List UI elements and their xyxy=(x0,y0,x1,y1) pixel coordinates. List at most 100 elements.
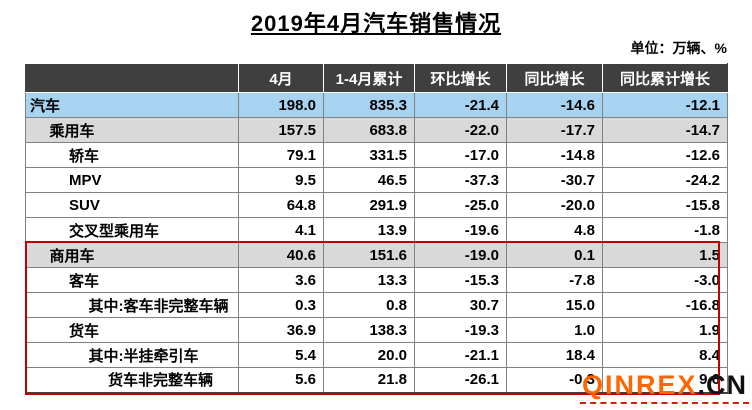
cell-value: -19.0 xyxy=(414,242,507,268)
cell-value: 1.9 xyxy=(602,317,728,343)
cell-value: -17.7 xyxy=(506,117,603,143)
cell-value: -12.1 xyxy=(602,92,728,118)
cell-value: 8.4 xyxy=(602,342,728,368)
cell-value: 36.9 xyxy=(238,317,324,343)
column-header xyxy=(25,63,239,93)
cell-value: 835.3 xyxy=(323,92,415,118)
cell-value: -14.6 xyxy=(506,92,603,118)
table-row: 客车 3.6 13.3 -15.3 -7.8 -3.0 xyxy=(25,267,728,293)
table-row: MPV 9.5 46.5 -37.3 -30.7 -24.2 xyxy=(25,167,728,193)
row-label: SUV xyxy=(25,192,239,218)
cell-value: 138.3 xyxy=(323,317,415,343)
cell-value: -15.3 xyxy=(414,267,507,293)
watermark-main: QINREX xyxy=(581,370,698,400)
row-label: 客车 xyxy=(25,267,239,293)
cell-value: 20.0 xyxy=(323,342,415,368)
cell-value: 46.5 xyxy=(323,167,415,193)
table-row: 商用车 40.6 151.6 -19.0 0.1 1.5 xyxy=(25,242,728,268)
cell-value: 30.7 xyxy=(414,292,507,318)
cell-value: 15.0 xyxy=(506,292,603,318)
cell-value: 21.8 xyxy=(323,367,415,393)
cell-value: 9.5 xyxy=(238,167,324,193)
cell-value: 13.3 xyxy=(323,267,415,293)
cell-value: 0.3 xyxy=(238,292,324,318)
cell-value: 79.1 xyxy=(238,142,324,168)
table-row: 货车 36.9 138.3 -19.3 1.0 1.9 xyxy=(25,317,728,343)
row-label: 货车 xyxy=(25,317,239,343)
cell-value: -16.8 xyxy=(602,292,728,318)
cell-value: -7.8 xyxy=(506,267,603,293)
cell-value: -30.7 xyxy=(506,167,603,193)
cell-value: -24.2 xyxy=(602,167,728,193)
cell-value: 1.5 xyxy=(602,242,728,268)
cell-value: 198.0 xyxy=(238,92,324,118)
cell-value: 4.1 xyxy=(238,217,324,243)
cell-value: -3.0 xyxy=(602,267,728,293)
row-label: 货车非完整车辆 xyxy=(25,367,239,393)
sales-table-wrapper: 4月 1-4月累计 环比增长 同比增长 同比累计增长 汽车 198.0 835.3 -21.4… xyxy=(25,63,728,395)
cell-value: 18.4 xyxy=(506,342,603,368)
table-row: 乘用车 157.5 683.8 -22.0 -17.7 -14.7 xyxy=(25,117,728,143)
page-title: 2019年4月汽车销售情况 xyxy=(250,11,502,36)
table-row: 汽车 198.0 835.3 -21.4 -14.6 -12.1 xyxy=(25,92,728,118)
watermark: QINREX.CN xyxy=(579,370,749,404)
column-header: 同比累计增长 xyxy=(602,63,728,93)
table-row: 轿车 79.1 331.5 -17.0 -14.8 -12.6 xyxy=(25,142,728,168)
cell-value: 1.0 xyxy=(506,317,603,343)
cell-value: 4.8 xyxy=(506,217,603,243)
cell-value: 3.6 xyxy=(238,267,324,293)
cell-value: -15.8 xyxy=(602,192,728,218)
cell-value: 5.4 xyxy=(238,342,324,368)
table-row: 其中:客车非完整车辆 0.3 0.8 30.7 15.0 -16.8 xyxy=(25,292,728,318)
row-label: 商用车 xyxy=(25,242,239,268)
cell-value: 40.6 xyxy=(238,242,324,268)
row-label: 交叉型乘用车 xyxy=(25,217,239,243)
cell-value: -1.8 xyxy=(602,217,728,243)
row-label: 其中:客车非完整车辆 xyxy=(25,292,239,318)
table-row: 其中:半挂牵引车 5.4 20.0 -21.1 18.4 8.4 xyxy=(25,342,728,368)
row-label: 其中:半挂牵引车 xyxy=(25,342,239,368)
cell-value: 13.9 xyxy=(323,217,415,243)
cell-value: -19.6 xyxy=(414,217,507,243)
table-header: 4月 1-4月累计 环比增长 同比增长 同比累计增长 xyxy=(25,63,728,93)
sales-table: 4月 1-4月累计 环比增长 同比增长 同比累计增长 汽车 198.0 835.3 -21.4… xyxy=(25,63,728,394)
cell-value: -25.0 xyxy=(414,192,507,218)
row-label: MPV xyxy=(25,167,239,193)
cell-value: 0.1 xyxy=(506,242,603,268)
column-header: 4月 xyxy=(238,63,324,93)
cell-value: 9.6 xyxy=(602,367,728,393)
cell-value: 5.6 xyxy=(238,367,324,393)
cell-value: 683.8 xyxy=(323,117,415,143)
column-header: 1-4月累计 xyxy=(323,63,415,93)
cell-value: -20.0 xyxy=(506,192,603,218)
cell-value: -21.1 xyxy=(414,342,507,368)
cell-value: 64.8 xyxy=(238,192,324,218)
cell-value: -21.4 xyxy=(414,92,507,118)
cell-value: 151.6 xyxy=(323,242,415,268)
cell-value: -14.8 xyxy=(506,142,603,168)
cell-value: -12.6 xyxy=(602,142,728,168)
cell-value: 157.5 xyxy=(238,117,324,143)
header-row: 4月 1-4月累计 环比增长 同比增长 同比累计增长 xyxy=(25,63,728,93)
row-label: 轿车 xyxy=(25,142,239,168)
row-label: 汽车 xyxy=(25,92,239,118)
cell-value: -22.0 xyxy=(414,117,507,143)
row-label: 乘用车 xyxy=(25,117,239,143)
cell-value: 331.5 xyxy=(323,142,415,168)
cell-value: -19.3 xyxy=(414,317,507,343)
cell-value: -17.0 xyxy=(414,142,507,168)
column-header: 环比增长 xyxy=(414,63,507,93)
table-row: SUV 64.8 291.9 -25.0 -20.0 -15.8 xyxy=(25,192,728,218)
unit-note: 单位：万辆、% xyxy=(630,40,727,56)
table-body: 汽车 198.0 835.3 -21.4 -14.6 -12.1 乘用车 157.5 683.8… xyxy=(25,92,728,393)
cell-value: -37.3 xyxy=(414,167,507,193)
column-header: 同比增长 xyxy=(506,63,603,93)
cell-value: 0.8 xyxy=(323,292,415,318)
cell-value: -14.7 xyxy=(602,117,728,143)
table-row: 交叉型乘用车 4.1 13.9 -19.6 4.8 -1.8 xyxy=(25,217,728,243)
cell-value: 291.9 xyxy=(323,192,415,218)
cell-value: -26.1 xyxy=(414,367,507,393)
table-row: 货车非完整车辆 5.6 21.8 -26.1 -0.3 9.6 xyxy=(25,367,728,393)
watermark-suffix: .CN xyxy=(697,370,747,400)
